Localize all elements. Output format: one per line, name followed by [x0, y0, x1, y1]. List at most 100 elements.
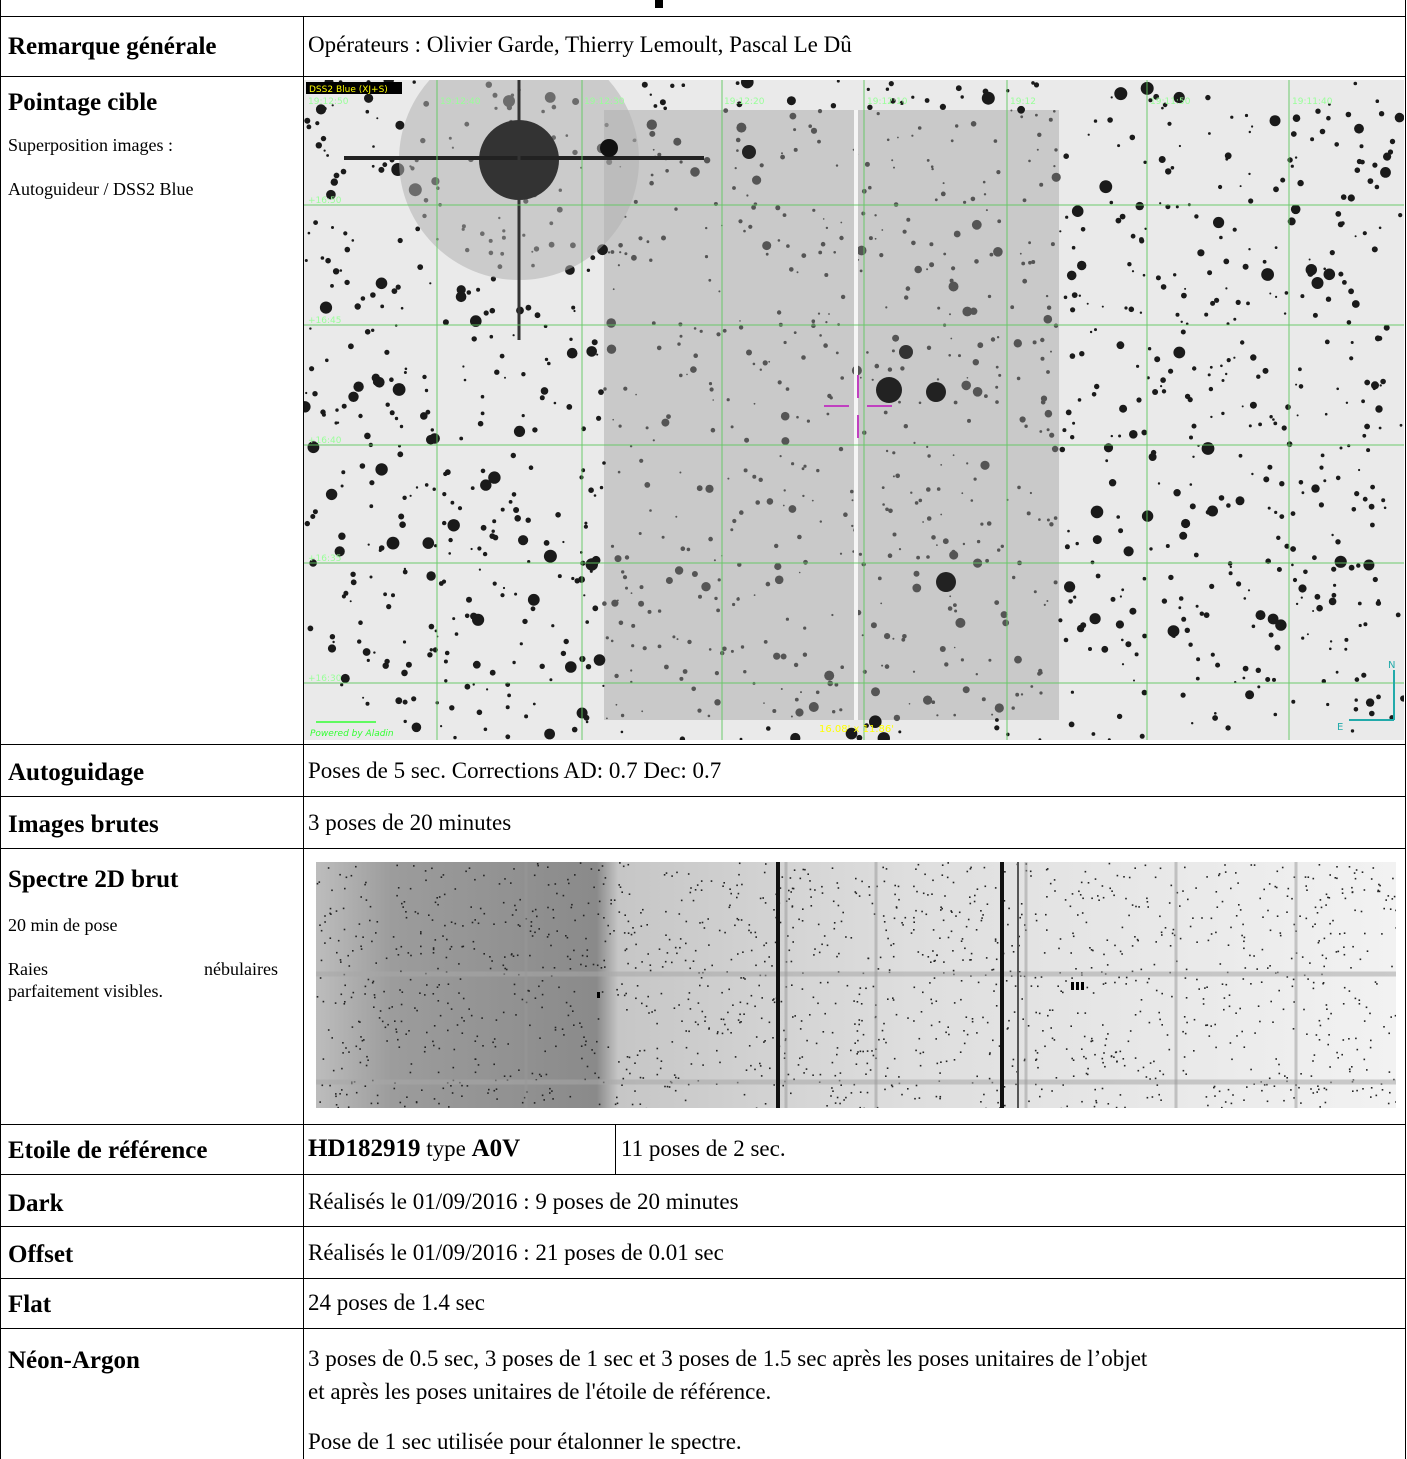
noise-dot [1318, 940, 1320, 942]
noise-dot [932, 950, 934, 952]
star-dot [1300, 596, 1303, 599]
noise-dot [1393, 895, 1396, 898]
noise-dot [794, 1015, 796, 1017]
noise-dot [969, 896, 971, 898]
star-dot [1296, 414, 1299, 417]
star-dot [525, 304, 532, 311]
star-dot [638, 532, 642, 535]
star-dot [953, 646, 956, 649]
noise-dot [510, 882, 512, 884]
star-dot [690, 366, 697, 373]
star-dot [746, 194, 749, 197]
star-dot [867, 104, 873, 110]
noise-dot [456, 1024, 459, 1026]
noise-dot [1204, 987, 1206, 989]
star-dot [1142, 273, 1146, 277]
star-dot [970, 499, 974, 502]
star-dot [960, 658, 965, 662]
noise-dot [1030, 875, 1032, 877]
star-dot [429, 282, 432, 285]
noise-dot [419, 992, 421, 994]
star-dot [1117, 144, 1121, 148]
noise-dot [1094, 1088, 1096, 1091]
noise-dot [1113, 1056, 1115, 1058]
star-dot [1323, 479, 1327, 483]
star-dot [1124, 306, 1128, 310]
noise-dot [1102, 1061, 1104, 1064]
star-dot [583, 594, 586, 597]
star-dot [833, 251, 836, 254]
noise-dot [723, 882, 725, 884]
noise-dot [1250, 1068, 1252, 1071]
noise-dot [1057, 985, 1059, 987]
noise-dot [1206, 986, 1208, 988]
noise-dot [493, 1089, 496, 1092]
noise-dot [546, 936, 549, 938]
star-dot [1039, 182, 1044, 187]
noise-dot [1098, 899, 1100, 901]
noise-dot [837, 887, 840, 889]
star-dot [348, 391, 359, 402]
star-dot [417, 264, 424, 270]
noise-dot [738, 862, 741, 865]
star-dot [772, 709, 777, 713]
noise-dot [447, 1029, 449, 1032]
star-dot [940, 191, 946, 197]
noise-dot [869, 1069, 872, 1071]
noise-dot [375, 932, 377, 934]
etoile-value: HD182919 type A0V [308, 1135, 520, 1163]
noise-dot [755, 1036, 758, 1038]
noise-dot [656, 1047, 659, 1050]
star-dot [1394, 112, 1404, 123]
star-dot [806, 419, 810, 423]
star-dot [780, 653, 787, 660]
noise-dot [1318, 1088, 1320, 1091]
star-dot [1262, 259, 1267, 264]
star-dot [1031, 260, 1036, 264]
star-dot [1244, 113, 1249, 118]
star-dot [966, 462, 969, 465]
star-dot [783, 340, 787, 345]
noise-dot [573, 949, 575, 952]
noise-dot [969, 868, 972, 870]
noise-dot [831, 1061, 834, 1064]
star-dot [489, 334, 494, 339]
star-dot [1070, 690, 1074, 694]
star-dot [1235, 299, 1241, 305]
star-dot [716, 608, 720, 613]
noise-dot [1036, 1052, 1039, 1054]
star-dot [811, 319, 816, 323]
star-dot [970, 307, 978, 315]
star-dot [1010, 305, 1015, 310]
noise-dot [616, 988, 618, 991]
noise-dot [1166, 1034, 1169, 1036]
star-dot [1049, 432, 1055, 438]
star-dot [1223, 258, 1230, 265]
star-dot [596, 353, 599, 356]
star-dot [1049, 522, 1054, 527]
star-dot [331, 104, 334, 107]
noise-dot [1081, 1100, 1083, 1103]
star-name: HD182919 [308, 1135, 421, 1162]
noise-dot [720, 1018, 723, 1020]
noise-dot [856, 1030, 859, 1032]
star-dot [698, 594, 702, 599]
star-dot [508, 500, 513, 504]
star-dot [1375, 600, 1382, 606]
noise-dot [1375, 1094, 1378, 1097]
star-dot [931, 167, 934, 171]
star-dot [901, 637, 906, 642]
star-dot [1273, 421, 1278, 426]
noise-dot [769, 1067, 771, 1070]
star-dot [432, 487, 436, 491]
star-dot [782, 213, 787, 218]
noise-dot [1330, 1012, 1332, 1015]
noise-dot [1286, 1077, 1288, 1079]
star-dot [618, 243, 623, 248]
noise-dot [329, 937, 332, 939]
noise-dot [438, 1047, 441, 1050]
noise-dot [810, 905, 813, 907]
row-divider [0, 1124, 1406, 1125]
noise-dot [399, 1101, 402, 1104]
noise-dot [359, 1061, 362, 1064]
